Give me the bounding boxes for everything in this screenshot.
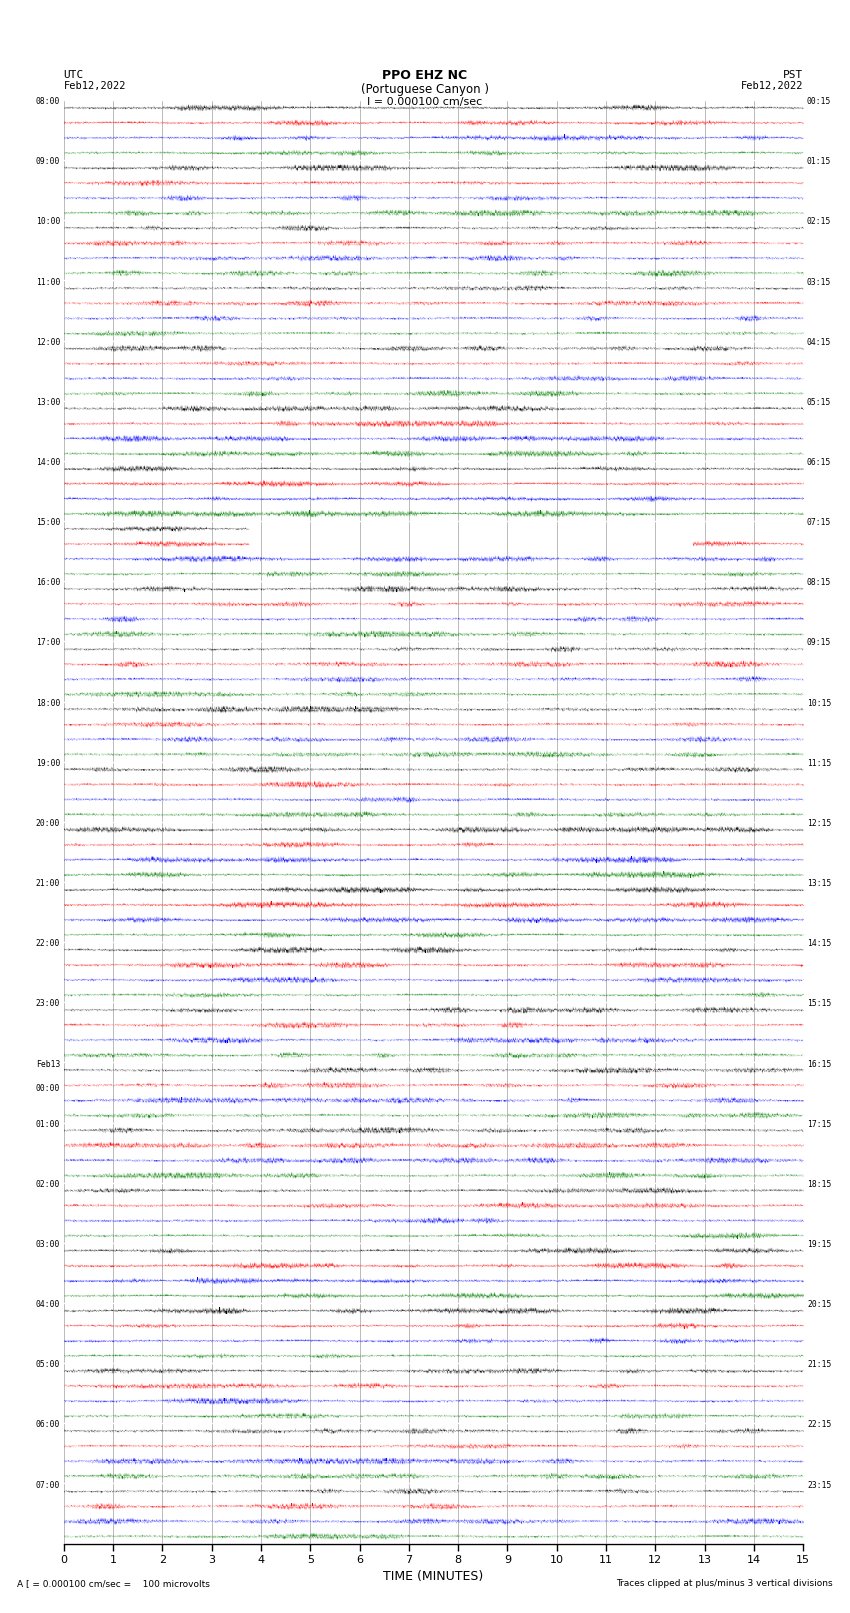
Text: 12:00: 12:00 bbox=[36, 337, 60, 347]
Text: 17:15: 17:15 bbox=[807, 1119, 831, 1129]
Text: 03:00: 03:00 bbox=[36, 1240, 60, 1248]
Text: 10:15: 10:15 bbox=[807, 698, 831, 708]
Text: 07:15: 07:15 bbox=[807, 518, 831, 527]
Text: 22:00: 22:00 bbox=[36, 939, 60, 948]
Text: A [ = 0.000100 cm/sec =    100 microvolts: A [ = 0.000100 cm/sec = 100 microvolts bbox=[17, 1579, 210, 1589]
Text: 21:15: 21:15 bbox=[807, 1360, 831, 1369]
Text: 11:15: 11:15 bbox=[807, 758, 831, 768]
Text: 18:15: 18:15 bbox=[807, 1179, 831, 1189]
Text: 22:15: 22:15 bbox=[807, 1421, 831, 1429]
Text: 21:00: 21:00 bbox=[36, 879, 60, 889]
Text: 05:15: 05:15 bbox=[807, 398, 831, 406]
Text: 12:15: 12:15 bbox=[807, 819, 831, 827]
Text: 16:15: 16:15 bbox=[807, 1060, 831, 1068]
Text: 06:15: 06:15 bbox=[807, 458, 831, 468]
Text: 20:00: 20:00 bbox=[36, 819, 60, 827]
Text: UTC: UTC bbox=[64, 69, 84, 81]
Text: 04:00: 04:00 bbox=[36, 1300, 60, 1310]
Text: 13:00: 13:00 bbox=[36, 398, 60, 406]
Text: 15:15: 15:15 bbox=[807, 1000, 831, 1008]
Text: 02:15: 02:15 bbox=[807, 218, 831, 226]
Text: 18:00: 18:00 bbox=[36, 698, 60, 708]
Text: 19:15: 19:15 bbox=[807, 1240, 831, 1248]
Text: 14:00: 14:00 bbox=[36, 458, 60, 468]
Text: 19:00: 19:00 bbox=[36, 758, 60, 768]
Text: 23:15: 23:15 bbox=[807, 1481, 831, 1489]
Text: 11:00: 11:00 bbox=[36, 277, 60, 287]
Text: 00:15: 00:15 bbox=[807, 97, 831, 106]
Text: 16:00: 16:00 bbox=[36, 579, 60, 587]
Text: Traces clipped at plus/minus 3 vertical divisions: Traces clipped at plus/minus 3 vertical … bbox=[616, 1579, 833, 1589]
Text: 08:15: 08:15 bbox=[807, 579, 831, 587]
Text: 01:15: 01:15 bbox=[807, 158, 831, 166]
Text: 07:00: 07:00 bbox=[36, 1481, 60, 1489]
Text: I = 0.000100 cm/sec: I = 0.000100 cm/sec bbox=[367, 97, 483, 108]
Text: Feb12,2022: Feb12,2022 bbox=[64, 81, 127, 92]
Text: 03:15: 03:15 bbox=[807, 277, 831, 287]
Text: 17:00: 17:00 bbox=[36, 639, 60, 647]
Text: PPO EHZ NC: PPO EHZ NC bbox=[382, 68, 468, 82]
Text: Feb13: Feb13 bbox=[36, 1060, 60, 1068]
Text: PST: PST bbox=[783, 69, 803, 81]
Text: 14:15: 14:15 bbox=[807, 939, 831, 948]
Text: 20:15: 20:15 bbox=[807, 1300, 831, 1310]
Text: 13:15: 13:15 bbox=[807, 879, 831, 889]
Text: 01:00: 01:00 bbox=[36, 1119, 60, 1129]
Text: 09:00: 09:00 bbox=[36, 158, 60, 166]
Text: 05:00: 05:00 bbox=[36, 1360, 60, 1369]
Text: Feb12,2022: Feb12,2022 bbox=[740, 81, 803, 92]
Text: 08:00: 08:00 bbox=[36, 97, 60, 106]
Text: (Portuguese Canyon ): (Portuguese Canyon ) bbox=[361, 82, 489, 97]
Text: 10:00: 10:00 bbox=[36, 218, 60, 226]
Text: 04:15: 04:15 bbox=[807, 337, 831, 347]
Text: 09:15: 09:15 bbox=[807, 639, 831, 647]
Text: 02:00: 02:00 bbox=[36, 1179, 60, 1189]
Text: 15:00: 15:00 bbox=[36, 518, 60, 527]
X-axis label: TIME (MINUTES): TIME (MINUTES) bbox=[383, 1569, 484, 1582]
Text: 23:00: 23:00 bbox=[36, 1000, 60, 1008]
Text: 00:00: 00:00 bbox=[36, 1084, 60, 1092]
Text: 06:00: 06:00 bbox=[36, 1421, 60, 1429]
